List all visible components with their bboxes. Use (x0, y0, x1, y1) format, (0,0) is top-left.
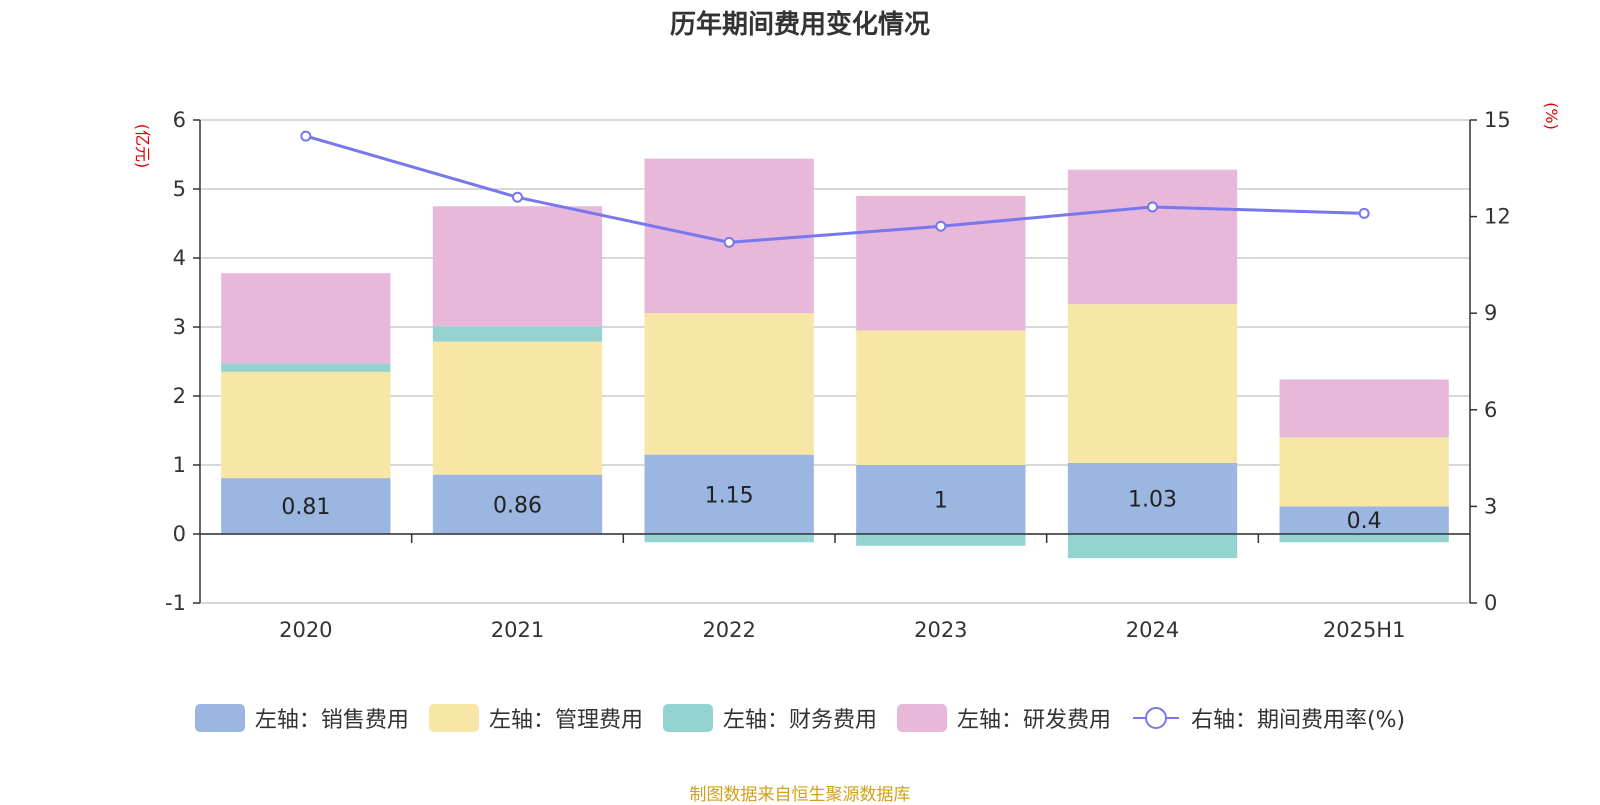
legend-label: 左轴：研发费用 (956, 708, 1111, 733)
rate-point (1147, 201, 1158, 213)
bar-admin (432, 341, 603, 475)
bar-rd (221, 273, 391, 364)
bar-rd (644, 158, 814, 314)
left-axis-tick-label: -1 (165, 591, 186, 615)
data-label-sales: 1 (934, 489, 948, 514)
category-label: 2024 (1126, 618, 1179, 642)
left-axis-tick-label: 3 (173, 315, 186, 339)
bar-finance (644, 534, 814, 543)
bar-sales (644, 454, 814, 534)
bar-series (221, 158, 1449, 559)
legend-item-rate[interactable]: 右轴：期间费用率(%) (1131, 702, 1405, 734)
legend-swatch (662, 704, 713, 732)
category-label: 2022 (702, 618, 755, 642)
bar-sales (1067, 462, 1238, 534)
category-label: 2025H1 (1323, 618, 1406, 642)
data-label-sales: 0.81 (281, 495, 330, 520)
category-label: 2023 (914, 618, 967, 642)
bar-finance (856, 534, 1026, 546)
bar-sales (432, 474, 603, 534)
right-axis-tick-label: 15 (1484, 108, 1511, 132)
bar-admin (1067, 304, 1238, 463)
bar-rd (432, 206, 603, 327)
legend-item-admin[interactable]: 左轴：管理费用 (428, 702, 643, 734)
rate-point (723, 236, 735, 248)
legend-label: 左轴：销售费用 (254, 708, 409, 733)
right-axis-tick-label: 12 (1484, 205, 1511, 229)
right-axis-tick-label: 9 (1484, 301, 1497, 325)
bar-sales (1279, 506, 1449, 534)
bar-rd (1279, 379, 1449, 438)
category-label: 2020 (279, 618, 332, 642)
bar-sales (221, 478, 391, 534)
left-axis-unit: (亿元) (133, 124, 152, 169)
rate-point (512, 191, 523, 203)
bar-admin (644, 313, 814, 455)
right-axis-unit: (%) (1542, 102, 1561, 130)
bar-rd (1067, 169, 1238, 305)
legend-marker (1144, 707, 1167, 729)
legend-label: 左轴：管理费用 (488, 708, 643, 733)
legend-line-marker-icon (1132, 707, 1179, 729)
legend-item-sales[interactable]: 左轴：销售费用 (194, 702, 409, 734)
data-label-sales: 1.03 (1128, 487, 1177, 512)
left-axis-tick-label: 0 (173, 522, 186, 546)
bar-finance (221, 363, 391, 372)
rate-point (300, 130, 312, 142)
data-label-sales: 1.15 (705, 483, 754, 508)
legend-label: 左轴：财务费用 (722, 708, 877, 733)
bar-admin (856, 330, 1026, 465)
bar-finance (1279, 534, 1449, 543)
chart-title: 历年期间费用变化情况 (669, 10, 930, 40)
bar-admin (1279, 437, 1449, 507)
legend: 左轴：销售费用 左轴：管理费用 左轴：财务费用 左轴：研发费用 右轴：期间费用率(%) (0, 702, 1600, 734)
rate-point (935, 220, 947, 232)
rate-line (305, 134, 1365, 244)
category-label: 2021 (491, 618, 544, 642)
right-axis-tick-label: 3 (1484, 494, 1497, 518)
legend-item-finance[interactable]: 左轴：财务费用 (662, 702, 877, 734)
left-axis-tick-label: 5 (173, 177, 186, 201)
rate-line-series (300, 130, 1370, 248)
legend-label: 右轴：期间费用率(%) (1190, 708, 1406, 733)
data-labels: 0.81 0.86 1.15 1 1.03 0.4 (281, 483, 1381, 534)
legend-swatch (896, 704, 947, 732)
bar-finance (432, 326, 603, 342)
left-axis-tick-label: 2 (173, 384, 186, 408)
bar-sales (856, 465, 1026, 534)
data-label-sales: 0.86 (493, 493, 542, 518)
legend-item-rd[interactable]: 左轴：研发费用 (896, 702, 1111, 734)
left-axis-tick-label: 1 (173, 453, 186, 477)
bar-rd (856, 195, 1026, 331)
right-axis-tick-label: 0 (1484, 591, 1497, 615)
legend-swatch (428, 704, 479, 732)
right-axis-tick-label: 6 (1484, 398, 1497, 422)
rate-point (1358, 207, 1370, 219)
bar-finance (1067, 534, 1238, 559)
legend-swatch (194, 704, 245, 732)
source-note: 制图数据来自恒生聚源数据库 (689, 785, 911, 805)
data-label-sales: 0.4 (1347, 509, 1382, 534)
bar-admin (221, 371, 391, 479)
left-axis-tick-label: 6 (173, 108, 186, 132)
left-axis-tick-label: 4 (173, 246, 186, 270)
